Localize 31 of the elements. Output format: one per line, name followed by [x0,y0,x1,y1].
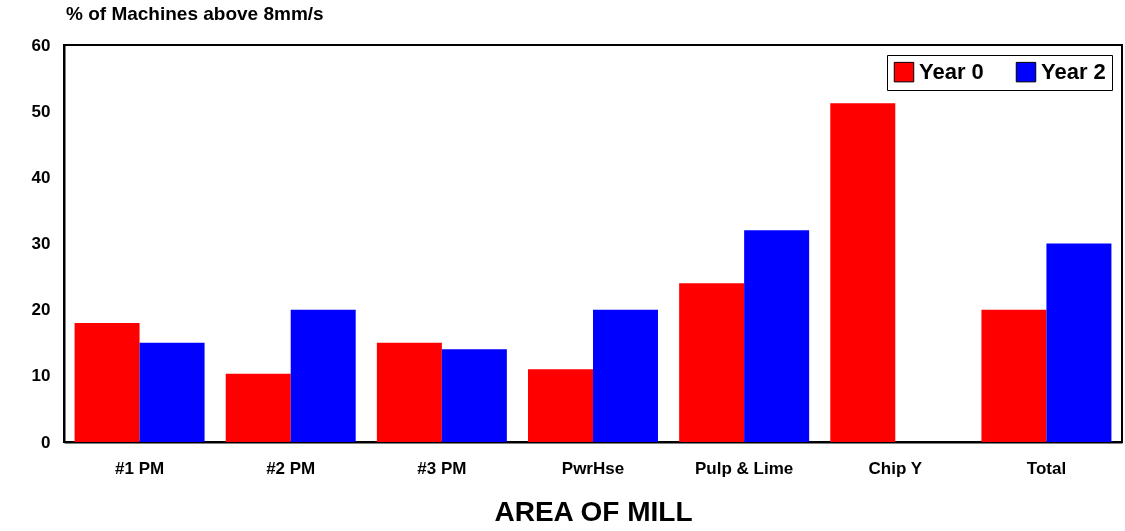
chart-title: % of Machines above 8mm/s [66,3,324,24]
y-tick-label: 60 [31,35,51,55]
bar [225,373,291,442]
bar [441,349,507,442]
y-tick-label: 0 [41,432,51,452]
y-tick-label: 20 [31,300,51,320]
bar [744,230,810,442]
legend-label: Year 0 [919,59,984,85]
x-tick-label: Total [1026,458,1067,478]
y-tick-label: 50 [31,101,51,121]
x-tick-label: Chip Y [868,458,923,478]
x-tick-label: PwrHse [561,458,625,478]
bar [376,342,442,442]
bar [74,322,140,442]
x-tick-label: #1 PM [115,458,165,478]
bar [1046,243,1112,442]
bar [139,342,205,442]
bar [981,309,1047,442]
bar [528,369,593,442]
bar [679,283,745,442]
y-tick-label: 40 [31,167,51,187]
bar [290,309,356,442]
x-tick-label: #2 PM [266,458,316,478]
x-tick-label: #3 PM [417,458,467,478]
legend-label: Year 2 [1041,59,1106,85]
x-axis-title: AREA OF MILL [494,495,693,527]
y-tick-label: 10 [31,366,51,386]
y-tick-label: 30 [31,234,51,253]
bar [830,103,896,442]
x-tick-label: Pulp & Lime [695,458,794,478]
bar [593,309,658,442]
